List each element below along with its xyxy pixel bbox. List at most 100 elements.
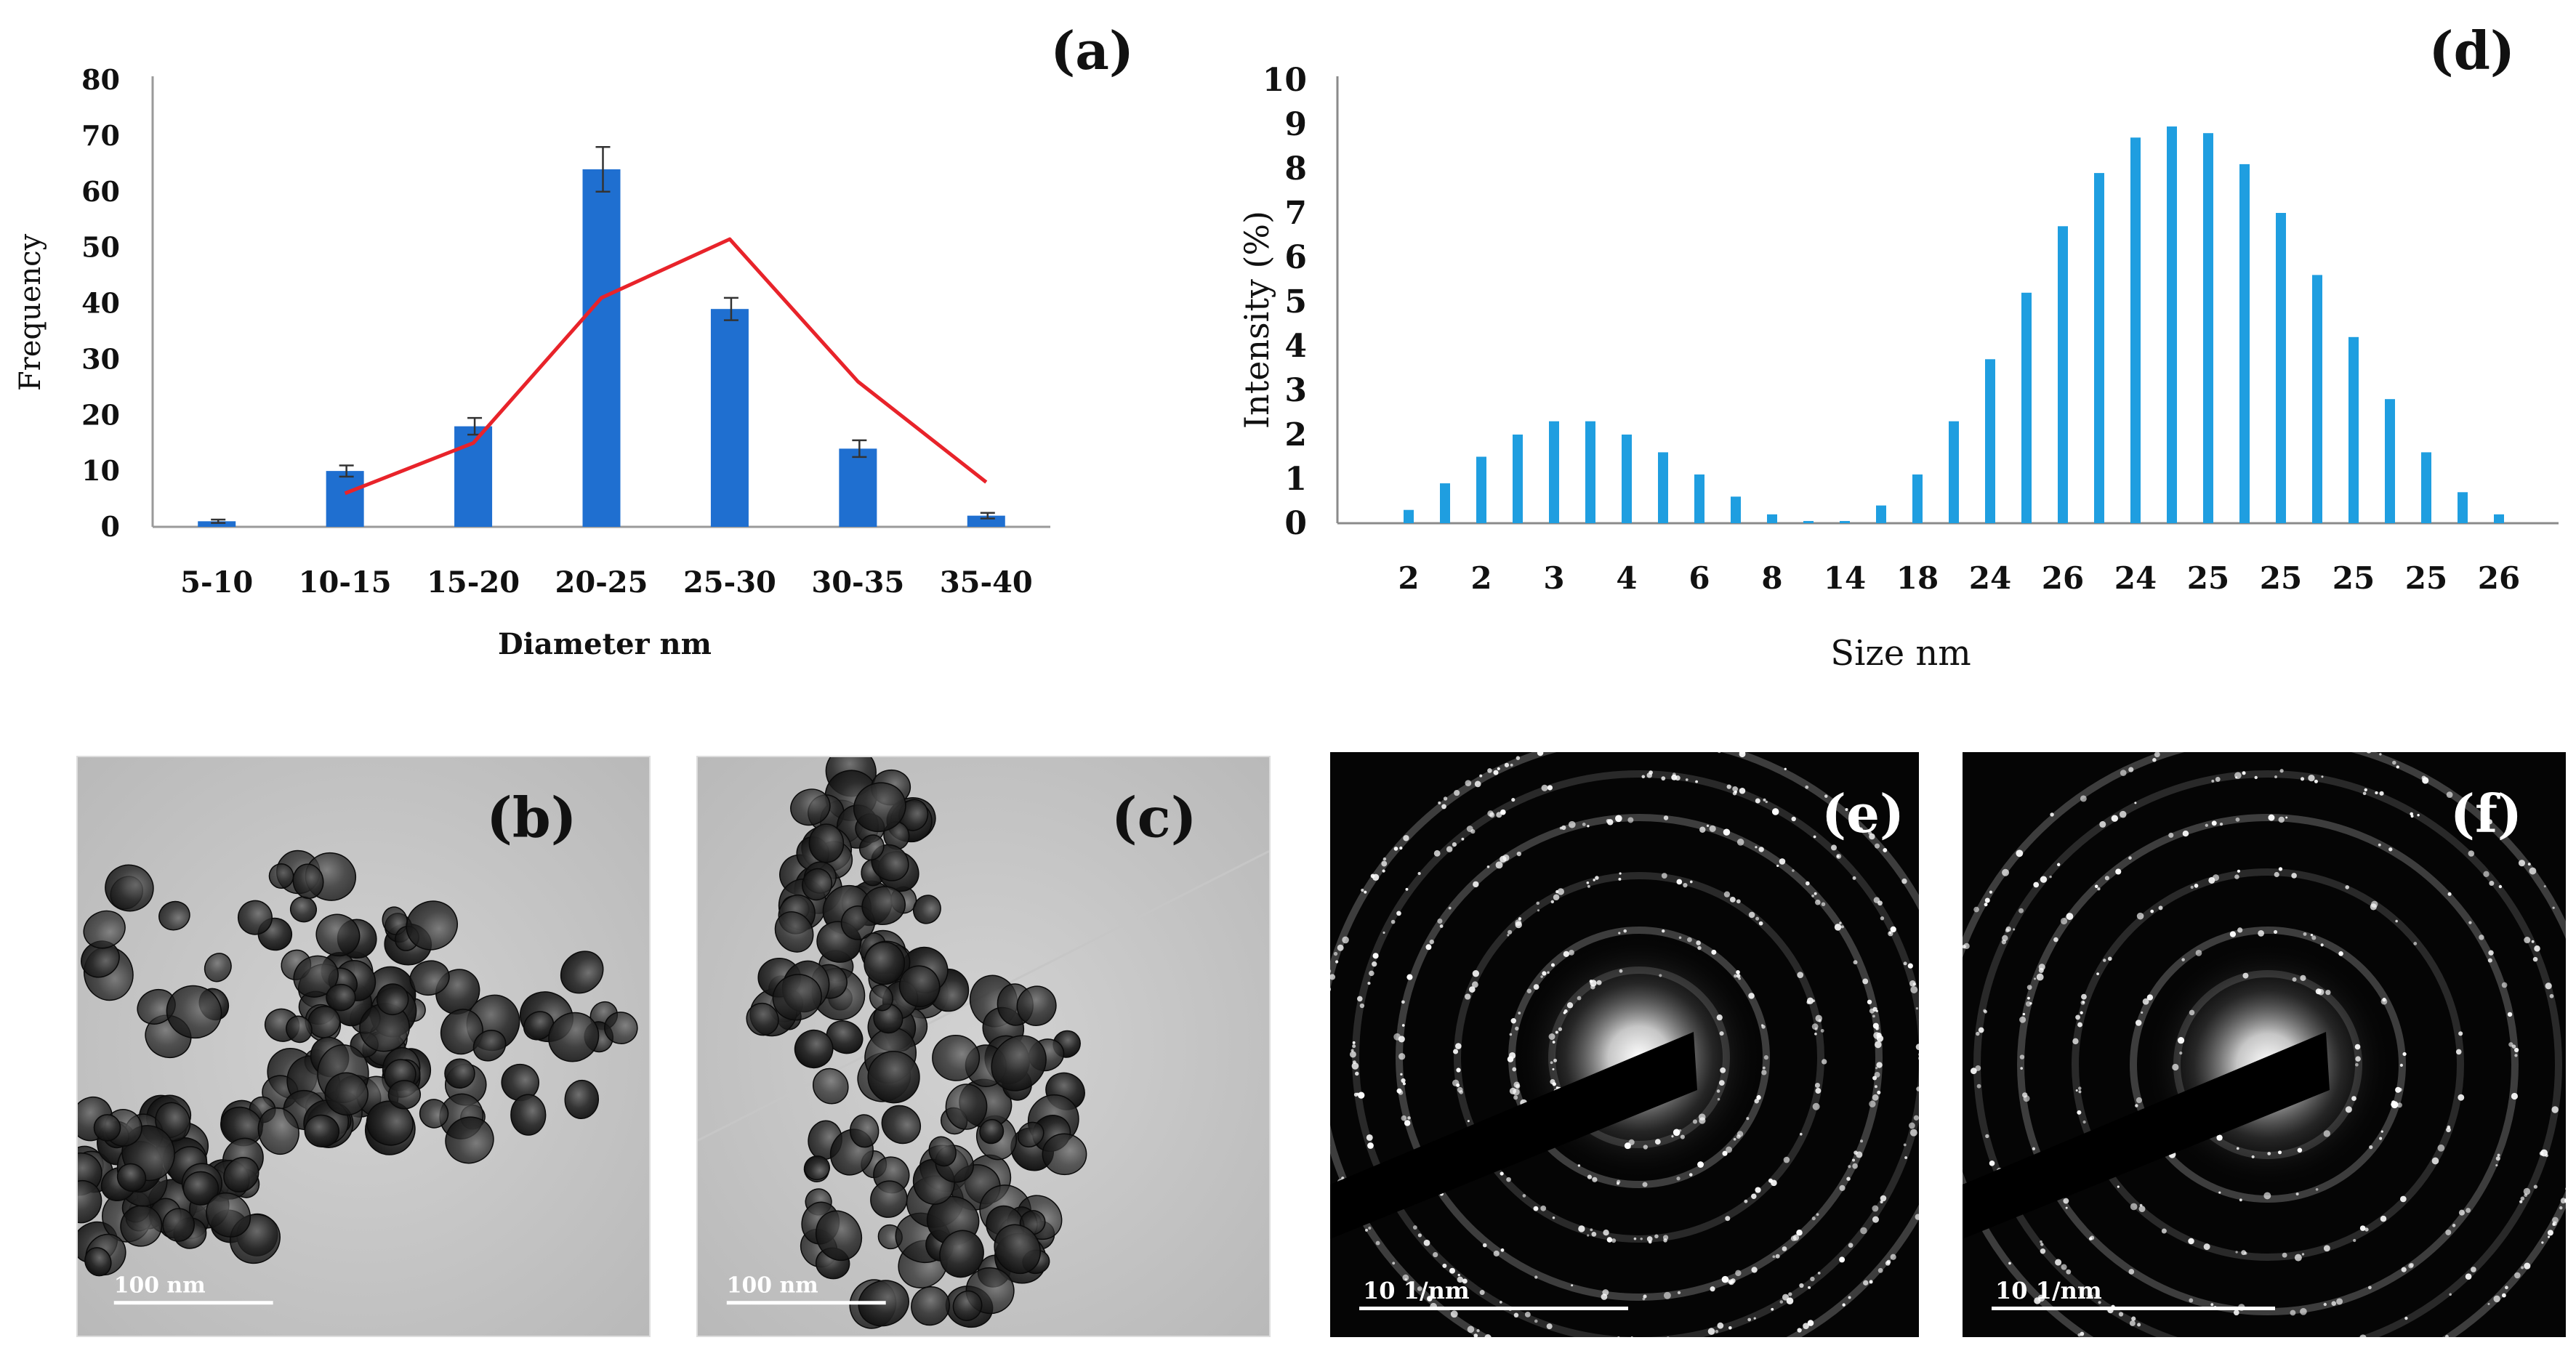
bar-a xyxy=(710,309,749,527)
x-tick-label-d: 26 xyxy=(2478,560,2520,596)
bar-a xyxy=(967,515,1005,527)
x-axis-label-d: Size nm xyxy=(1830,633,1971,674)
x-tick-label-d: 18 xyxy=(1896,560,1939,596)
y-tick-label-d: 5 xyxy=(1284,283,1307,320)
tem-image-c: (c) 100 nm xyxy=(696,756,1271,1337)
panel-label-c: (c) xyxy=(1111,785,1197,850)
bar-d xyxy=(1404,509,1414,523)
bar-d xyxy=(2130,137,2141,524)
panel-label-a: (a) xyxy=(1050,20,1134,81)
y-tick-label-a: 0 xyxy=(101,510,120,543)
saed-pattern-e-svg: (e) 10 1/nm xyxy=(1330,752,1919,1337)
saed-pattern-e: (e) 10 1/nm xyxy=(1330,752,1919,1337)
bar-d xyxy=(2458,492,2468,523)
x-tick-label-a: 25-30 xyxy=(683,565,776,600)
panel-label-b: (b) xyxy=(486,785,576,850)
bar-d xyxy=(1731,496,1741,523)
x-tick-label-d: 25 xyxy=(2333,560,2375,596)
nanoparticle-cluster-c xyxy=(746,757,1087,1329)
bar-d xyxy=(1803,520,1814,523)
y-tick-label-a: 20 xyxy=(81,398,120,431)
scale-bar-e xyxy=(1359,1307,1628,1310)
bar-d xyxy=(1513,435,1523,523)
saed-pattern-f: (f) 10 1/nm xyxy=(1963,752,2566,1337)
bar-d xyxy=(1767,514,1777,523)
bar-a xyxy=(582,169,621,527)
bar-d xyxy=(1440,483,1450,523)
bar-d xyxy=(2203,133,2213,523)
bar-d xyxy=(1549,421,1559,523)
x-tick-label-d: 24 xyxy=(2114,560,2157,596)
beam-stop-f xyxy=(1963,1032,2330,1239)
y-tick-label-d: 10 xyxy=(1263,62,1307,99)
x-tick-label-d: 26 xyxy=(2042,560,2084,596)
bar-d xyxy=(2021,292,2032,523)
bar-d xyxy=(1622,435,1632,523)
histogram-chart-a-svg: (a) Frequency Diameter nm 0 10 20 30 40 50 60 7… xyxy=(14,20,1134,661)
bar-a xyxy=(839,448,877,527)
panel-label-f: (f) xyxy=(2450,783,2522,844)
tem-image-b: (b) 100 nm xyxy=(76,756,651,1337)
bar-d xyxy=(2385,399,2395,523)
bar-d xyxy=(1476,456,1486,523)
bar-d xyxy=(2494,514,2504,523)
y-tick-label-a: 40 xyxy=(81,287,120,320)
x-tick-label-a: 35-40 xyxy=(940,565,1033,600)
bar-d xyxy=(1949,421,1959,523)
scale-bar-label-e: 10 1/nm xyxy=(1363,1277,1470,1304)
bar-d xyxy=(2058,226,2068,523)
x-tick-label-d: 14 xyxy=(1824,560,1866,596)
y-tick-label-a: 60 xyxy=(81,175,120,208)
y-tick-label-d: 0 xyxy=(1284,505,1307,542)
scale-bar-c xyxy=(726,1301,886,1305)
x-tick-label-a: 20-25 xyxy=(555,565,648,600)
bar-d xyxy=(2421,452,2431,523)
bar-d xyxy=(1658,452,1668,523)
x-tick-label-a: 30-35 xyxy=(811,565,904,600)
x-tick-label-d: 6 xyxy=(1689,560,1710,596)
y-tick-label-a: 80 xyxy=(81,63,120,96)
tem-image-b-svg: (b) 100 nm xyxy=(78,757,649,1336)
intensity-chart-d-svg: (d) Intensity (%) Size nm 0 1 2 3 4 5 6 7 8 9 10 2 2… xyxy=(1237,20,2559,674)
x-tick-label-d: 25 xyxy=(2260,560,2302,596)
x-tick-label-d: 4 xyxy=(1616,560,1637,596)
y-tick-label-a: 50 xyxy=(81,231,120,264)
y-tick-label-d: 3 xyxy=(1284,372,1307,409)
histogram-chart-a: (a) Frequency Diameter nm 0 10 20 30 40 50 60 7… xyxy=(0,0,1207,698)
x-tick-label-d: 8 xyxy=(1761,560,1782,596)
x-tick-label-a: 15-20 xyxy=(427,565,520,600)
x-tick-label-a: 5-10 xyxy=(180,565,253,600)
y-tick-label-d: 4 xyxy=(1284,328,1307,365)
bar-d xyxy=(2239,164,2250,523)
y-tick-label-a: 70 xyxy=(81,119,120,152)
x-tick-label-d: 25 xyxy=(2187,560,2229,596)
x-tick-label-a: 10-15 xyxy=(299,565,392,600)
y-tick-label-d: 7 xyxy=(1284,195,1307,232)
y-tick-label-d: 8 xyxy=(1284,150,1307,187)
y-tick-label-d: 6 xyxy=(1284,239,1307,276)
bar-d xyxy=(1912,474,1923,523)
y-axis-label-d: Intensity (%) xyxy=(1237,211,1276,429)
scale-bar-label-f: 10 1/nm xyxy=(1995,1277,2102,1304)
bar-d xyxy=(1694,474,1704,523)
x-axis-label-a: Diameter nm xyxy=(498,627,712,661)
scale-bar-label-b: 100 nm xyxy=(114,1272,206,1298)
bar-d xyxy=(2276,213,2286,523)
saed-pattern-f-svg: (f) 10 1/nm xyxy=(1963,752,2566,1337)
scale-bar-label-c: 100 nm xyxy=(727,1272,818,1298)
fit-line-a xyxy=(344,237,988,496)
y-tick-label-d: 9 xyxy=(1284,106,1307,143)
y-tick-label-a: 10 xyxy=(81,454,120,487)
intensity-chart-d: (d) Intensity (%) Size nm 0 1 2 3 4 5 6 7 8 9 10 2 2… xyxy=(1207,0,2576,698)
bar-d xyxy=(1985,359,1995,523)
scale-bar-b xyxy=(113,1301,273,1305)
panel-label-d: (d) xyxy=(2429,20,2515,81)
y-axis-label-a: Frequency xyxy=(14,233,47,391)
bar-d xyxy=(2167,126,2177,524)
nanoparticle-cluster-b xyxy=(78,850,638,1277)
diffraction-spots-f xyxy=(1963,752,2566,1337)
panel-label-e: (e) xyxy=(1822,783,1904,844)
y-tick-label-d: 1 xyxy=(1284,461,1307,498)
bar-d xyxy=(1876,505,1886,523)
tem-image-c-svg: (c) 100 nm xyxy=(698,757,1269,1336)
